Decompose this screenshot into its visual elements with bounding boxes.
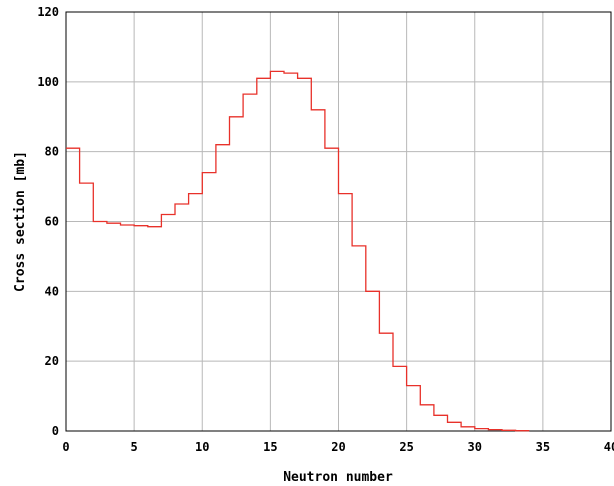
- x-tick-label: 35: [536, 440, 550, 454]
- x-tick-label: 40: [604, 440, 614, 454]
- plot-frame: [65, 11, 612, 432]
- x-tick-label: 5: [131, 440, 138, 454]
- y-tick-label: 20: [45, 354, 59, 368]
- x-tick-label: 0: [62, 440, 69, 454]
- x-tick-label: 30: [468, 440, 482, 454]
- x-tick-label: 10: [195, 440, 209, 454]
- x-axis-label: Neutron number: [283, 470, 393, 485]
- x-tick-label: 25: [399, 440, 413, 454]
- cross-section-step-line: [66, 70, 530, 432]
- x-tick-label: 20: [331, 440, 345, 454]
- tick-label-layer: 0 5 10 15 20 25 30 35 40 0 20 40 60 80 100 120: [37, 5, 614, 454]
- y-tick-label: 40: [45, 284, 59, 298]
- y-tick-label: 100: [37, 75, 59, 89]
- grid-layer: [66, 12, 611, 431]
- y-tick-label: 60: [45, 215, 59, 229]
- y-tick-label: 120: [37, 5, 59, 19]
- y-tick-label: 0: [52, 424, 59, 438]
- y-tick-label: 80: [45, 145, 59, 159]
- x-tick-label: 15: [263, 440, 277, 454]
- y-axis-label: Cross section [mb]: [13, 151, 28, 292]
